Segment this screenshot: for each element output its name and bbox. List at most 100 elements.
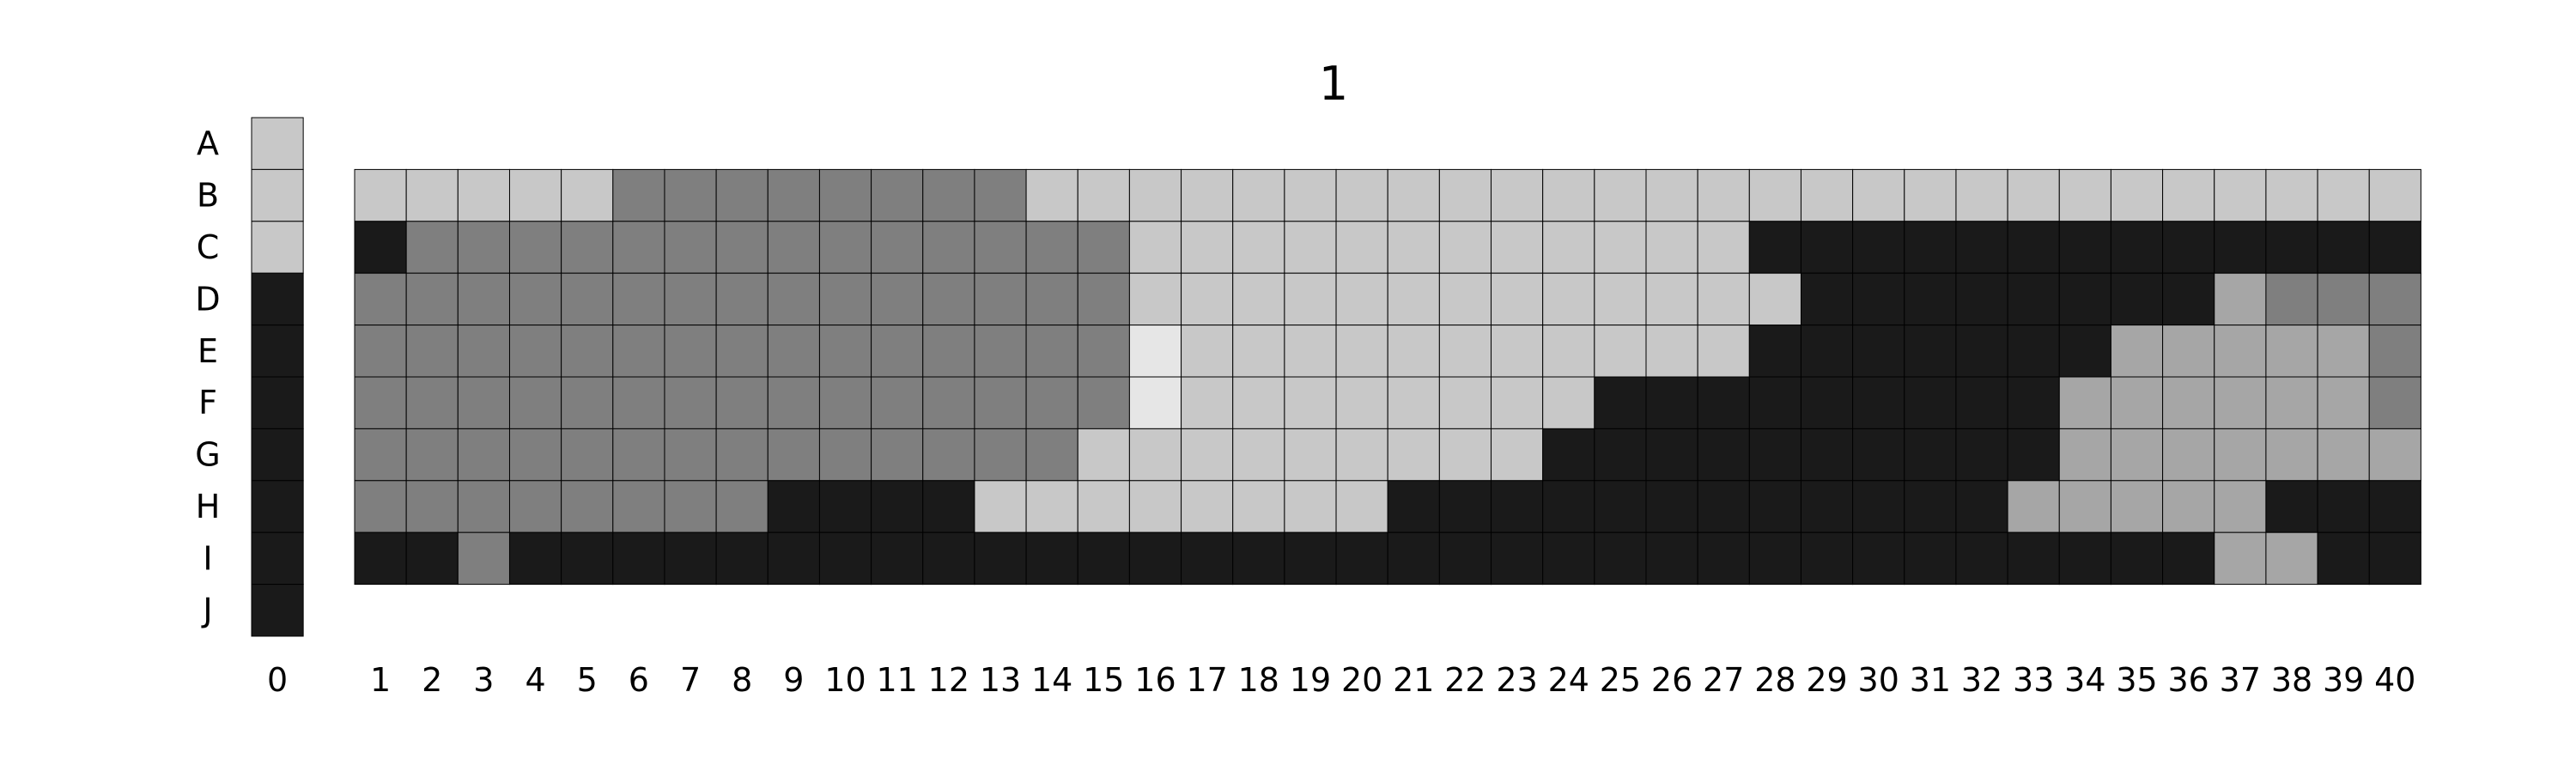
cell-C23: [1491, 221, 1544, 274]
cell-E1: [354, 325, 407, 378]
cell-I26: [1645, 531, 1698, 586]
cell-D13: [974, 272, 1027, 326]
cell-D6: [612, 272, 665, 326]
cell-E5: [561, 325, 614, 378]
cell-D1: [354, 272, 407, 326]
col-label-2: 2: [422, 661, 442, 699]
cell-C16: [1128, 221, 1182, 274]
cell-G14: [1025, 428, 1078, 482]
row-label-A: A: [197, 124, 219, 162]
cell-C15: [1077, 221, 1130, 274]
cell-F26: [1645, 376, 1698, 429]
row-label-H: H: [196, 488, 221, 525]
cell-H34: [2058, 480, 2111, 533]
cell-H37: [2214, 480, 2267, 533]
cell-E18: [1232, 325, 1285, 378]
col-label-18: 18: [1238, 661, 1279, 699]
cell-I3: [457, 531, 510, 586]
cell-H4: [508, 480, 562, 533]
cell-F24: [1542, 376, 1595, 429]
cell-H21: [1387, 480, 1440, 533]
cell-I30: [1852, 531, 1905, 586]
cell-H2: [405, 480, 459, 533]
cell-F6: [612, 376, 665, 429]
cell-E33: [2007, 325, 2060, 378]
cell-B23: [1491, 168, 1544, 222]
cell-D38: [2265, 272, 2318, 326]
cell-H40: [2368, 480, 2421, 533]
cell-G37: [2214, 428, 2267, 482]
col-label-20: 20: [1341, 661, 1382, 699]
cell-E38: [2265, 325, 2318, 378]
col-label-11: 11: [877, 661, 918, 699]
cell-C37: [2214, 221, 2267, 274]
cell-B32: [1955, 168, 2008, 222]
cell-F13: [974, 376, 1027, 429]
cell-D9: [767, 272, 820, 326]
cell-I24: [1542, 531, 1595, 586]
cell-G33: [2007, 428, 2060, 482]
col-label-23: 23: [1496, 661, 1537, 699]
cell-D19: [1284, 272, 1337, 326]
col-label-4: 4: [525, 661, 545, 699]
cell-D26: [1645, 272, 1698, 326]
col-label-1: 1: [370, 661, 391, 699]
row-label-E: E: [197, 332, 218, 370]
cell-C6: [612, 221, 665, 274]
cell-G7: [664, 428, 717, 482]
cell-H30: [1852, 480, 1905, 533]
cell-B18: [1232, 168, 1285, 222]
col-label-7: 7: [680, 661, 701, 699]
cell-G13: [974, 428, 1027, 482]
cell-C5: [561, 221, 614, 274]
col-label-12: 12: [928, 661, 969, 699]
cell-I0: [251, 531, 304, 586]
cell-E26: [1645, 325, 1698, 378]
cell-C17: [1181, 221, 1234, 274]
cell-C33: [2007, 221, 2060, 274]
cell-H11: [871, 480, 924, 533]
cell-F33: [2007, 376, 2060, 429]
col-label-22: 22: [1444, 661, 1485, 699]
cell-G12: [922, 428, 975, 482]
cell-C1: [354, 221, 407, 274]
cell-E22: [1438, 325, 1492, 378]
cell-F36: [2162, 376, 2215, 429]
cell-B30: [1852, 168, 1905, 222]
cell-F27: [1697, 376, 1750, 429]
col-label-30: 30: [1858, 661, 1899, 699]
cell-I7: [664, 531, 717, 586]
cell-G2: [405, 428, 459, 482]
cell-E29: [1800, 325, 1854, 378]
cell-E39: [2317, 325, 2370, 378]
cell-H8: [715, 480, 769, 533]
row-label-G: G: [195, 436, 220, 474]
cell-J0: [251, 584, 304, 637]
cell-I9: [767, 531, 820, 586]
cell-H12: [922, 480, 975, 533]
cell-H18: [1232, 480, 1285, 533]
cell-C7: [664, 221, 717, 274]
cell-F14: [1025, 376, 1078, 429]
cell-C36: [2162, 221, 2215, 274]
col-label-25: 25: [1600, 661, 1641, 699]
cell-B24: [1542, 168, 1595, 222]
cell-H13: [974, 480, 1027, 533]
cell-D33: [2007, 272, 2060, 326]
cell-I11: [871, 531, 924, 586]
cell-E35: [2110, 325, 2164, 378]
cell-B33: [2007, 168, 2060, 222]
cell-F31: [1904, 376, 1957, 429]
cell-D22: [1438, 272, 1492, 326]
cell-B16: [1128, 168, 1182, 222]
cell-E9: [767, 325, 820, 378]
cell-D21: [1387, 272, 1440, 326]
cell-G5: [561, 428, 614, 482]
cell-F18: [1232, 376, 1285, 429]
cell-G25: [1594, 428, 1647, 482]
cell-D14: [1025, 272, 1078, 326]
cell-E28: [1748, 325, 1801, 378]
cell-F40: [2368, 376, 2421, 429]
cell-F25: [1594, 376, 1647, 429]
